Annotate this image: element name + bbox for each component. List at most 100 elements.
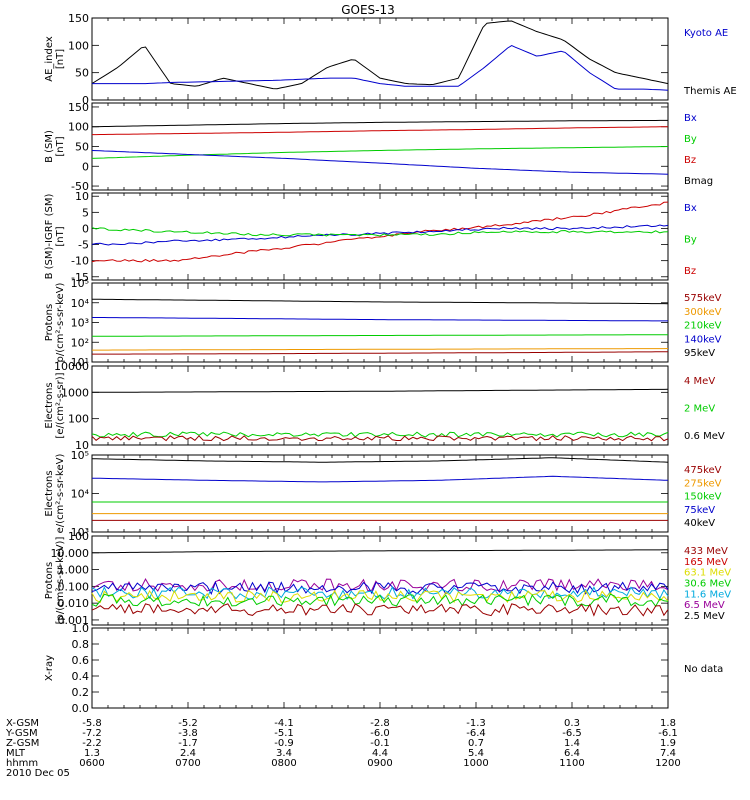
legend-165-mev: 165 MeV <box>684 557 728 568</box>
y-tick-label: 10³ <box>71 317 89 330</box>
legend-bz: Bz <box>684 266 696 277</box>
series-kyoto-ae <box>92 45 669 91</box>
legend-by: By <box>684 134 697 145</box>
x-axis-value: -4.1 <box>274 718 294 729</box>
series-165-mev <box>91 593 669 608</box>
x-axis-row-label: MLT <box>6 748 26 759</box>
series-themis-ae <box>91 20 669 90</box>
panel-bsm: -50 0 50 100 150 B (SM) [nT] Bx By Bz Bmag <box>44 101 713 193</box>
series-433-mev <box>91 603 669 617</box>
y-axis-label: Protons <box>44 304 55 341</box>
panel-protons2: 0.001 0.010 0.100 1.000 10.000 100 Protons [p/(… <box>44 530 731 627</box>
series-bz <box>92 126 669 136</box>
series-by <box>91 227 669 237</box>
y-tick-label: 150 <box>68 101 89 114</box>
x-axis-value: -5.2 <box>178 718 198 729</box>
x-axis-value: 6.4 <box>564 748 580 759</box>
x-axis-value: 0800 <box>271 758 296 769</box>
legend-475kev: 475keV <box>684 465 722 476</box>
series-63-1-mev <box>91 589 669 604</box>
series-0-6-mev <box>92 388 669 393</box>
x-axis-value: 3.4 <box>276 748 292 759</box>
y-tick-label: 10⁵ <box>71 449 89 462</box>
series-2-mev <box>91 431 669 438</box>
y-tick-label: 50 <box>75 141 89 154</box>
y-tick-label: 100 <box>68 530 89 543</box>
panel-electrons2: 10³ 10⁴ 10⁵ Electrons e/(cm²-s-sr-keV) 475keV… <box>44 449 722 539</box>
x-axis-value: -2.8 <box>370 718 390 729</box>
y-axis-label: [nT] <box>55 226 66 246</box>
legend-bx: Bx <box>684 203 697 214</box>
y-tick-label: -10 <box>71 255 89 268</box>
x-axis-row-label: Z-GSM <box>6 738 39 749</box>
series-bz <box>91 201 669 263</box>
x-axis-value: -5.1 <box>274 728 294 739</box>
x-axis-value: 2.4 <box>180 748 196 759</box>
x-axis-value: -2.2 <box>82 738 102 749</box>
y-tick-label: 10² <box>71 336 89 349</box>
x-axis-value: 5.4 <box>468 748 484 759</box>
panel-frame <box>91 535 669 626</box>
x-axis-value: 1.9 <box>660 738 676 749</box>
y-tick-label: 10³ <box>71 526 89 539</box>
series-30-6-mev <box>91 585 669 601</box>
y-tick-label: -50 <box>71 180 89 193</box>
series-2-5-mev <box>92 549 668 554</box>
y-tick-label: 10⁴ <box>71 488 90 501</box>
y-tick-label: 10 <box>75 439 89 452</box>
panel-bsmigrf: -15 -10 -5 0 5 10 B (SM)-IGRF (SM) [nT] Bx By Bz <box>44 190 697 284</box>
y-tick-label: 0.6 <box>72 654 90 667</box>
panel-frame <box>91 365 669 446</box>
panel-frame <box>91 17 669 101</box>
legend-75kev: 75keV <box>684 505 715 516</box>
legend-kyoto-ae: Kyoto AE <box>684 28 728 39</box>
legend-275kev: 275keV <box>684 478 722 489</box>
y-tick-label: -15 <box>71 271 89 284</box>
series-bx <box>91 224 669 246</box>
series-4-mev <box>91 435 669 442</box>
x-axis-value: -7.2 <box>82 728 102 739</box>
y-tick-label: 1000 <box>61 386 89 399</box>
series-140kev <box>92 317 668 322</box>
y-tick-label: 0 <box>82 160 89 173</box>
legend-150kev: 150keV <box>684 492 722 503</box>
y-axis-label: e/(cm²-s-sr-keV) <box>55 454 66 534</box>
legend-themis-ae: Themis AE <box>683 86 737 97</box>
x-axis-value: -6.4 <box>466 728 486 739</box>
y-axis-label: B (SM)-IGRF (SM) <box>44 194 55 280</box>
legend-63-1-mev: 63.1 MeV <box>684 568 731 579</box>
legend-bx: Bx <box>684 113 697 124</box>
x-axis-value: 1.3 <box>84 748 100 759</box>
y-tick-label: 0.001 <box>58 614 90 627</box>
x-axis-row-label: 2010 Dec 05 <box>6 768 70 779</box>
legend-6-5-mev: 6.5 MeV <box>684 600 725 611</box>
y-tick-label: 0.100 <box>58 580 90 593</box>
legend-2-5-mev: 2.5 MeV <box>684 611 725 622</box>
y-tick-label: 10⁵ <box>71 277 89 290</box>
x-axis-value: -1.7 <box>178 738 198 749</box>
y-tick-label: 0 <box>82 222 89 235</box>
y-tick-label: 1.000 <box>58 564 90 577</box>
y-axis-label: [e/(cm²-s-sr)] <box>55 372 66 438</box>
x-axis-value: 1000 <box>463 758 488 769</box>
y-tick-label: 0 <box>82 94 89 107</box>
legend-bmag: Bmag <box>684 176 713 187</box>
legend-4-mev: 4 MeV <box>684 376 715 387</box>
y-tick-label: 10¹ <box>71 356 89 369</box>
x-axis-value: 0.3 <box>564 718 580 729</box>
legend-300kev: 300keV <box>684 307 722 318</box>
y-axis-label: p/(cm²-s-sr-keV) <box>55 282 66 362</box>
y-tick-label: 0.4 <box>72 670 90 683</box>
series-75kev <box>91 475 669 483</box>
x-axis-value: 0700 <box>175 758 200 769</box>
y-tick-label: 100 <box>68 39 89 52</box>
legend-433-mev: 433 MeV <box>684 546 728 557</box>
legend-95kev: 95keV <box>684 348 715 359</box>
panel-protons1: 10¹ 10² 10³ 10⁴ 10⁵ Protons p/(cm²-s-sr-keV) 57… <box>44 277 722 369</box>
series-11-6-mev <box>91 580 669 596</box>
y-tick-label: 10⁴ <box>71 297 90 310</box>
y-axis-label: [nT] <box>55 49 66 69</box>
y-tick-label: -5 <box>78 239 89 252</box>
